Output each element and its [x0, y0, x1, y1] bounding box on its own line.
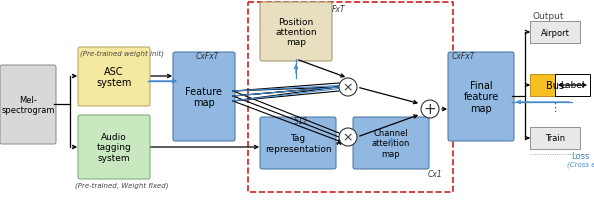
Text: Airport: Airport: [541, 28, 570, 37]
Text: Tag
representation: Tag representation: [265, 134, 331, 153]
Text: (Cross entropy): (Cross entropy): [567, 160, 594, 167]
Circle shape: [421, 101, 439, 118]
Text: ×: ×: [343, 131, 353, 144]
FancyBboxPatch shape: [0, 66, 56, 144]
FancyBboxPatch shape: [173, 53, 235, 141]
Text: ×: ×: [343, 81, 353, 94]
Text: Mel-
spectrogram: Mel- spectrogram: [1, 95, 55, 115]
FancyBboxPatch shape: [78, 48, 150, 106]
Text: Train: Train: [545, 134, 565, 143]
Text: Final
feature
map: Final feature map: [463, 81, 498, 114]
FancyBboxPatch shape: [78, 115, 150, 179]
Text: +: +: [424, 102, 437, 117]
Text: Cx1: Cx1: [428, 169, 443, 178]
Text: (Pre-trained weight init): (Pre-trained weight init): [80, 50, 164, 56]
Text: FxT: FxT: [332, 5, 346, 14]
Text: Position
attention
map: Position attention map: [275, 18, 317, 47]
Text: CxFxT: CxFxT: [196, 52, 219, 61]
Text: Loss: Loss: [571, 151, 589, 160]
Text: Audio
tagging
system: Audio tagging system: [97, 133, 131, 162]
Text: 512: 512: [294, 116, 308, 125]
FancyBboxPatch shape: [353, 117, 429, 169]
Text: Channel
attention
map: Channel attention map: [372, 128, 410, 158]
Text: ⋮: ⋮: [549, 102, 561, 113]
FancyBboxPatch shape: [530, 22, 580, 44]
FancyBboxPatch shape: [260, 3, 332, 62]
FancyBboxPatch shape: [530, 127, 580, 149]
Text: Bus: Bus: [546, 81, 564, 90]
Text: CxFxT: CxFxT: [452, 52, 475, 61]
Text: Output: Output: [532, 12, 564, 21]
Text: (Pre-trained, Weight fixed): (Pre-trained, Weight fixed): [75, 181, 169, 188]
Circle shape: [339, 128, 357, 146]
Text: ASC
system: ASC system: [96, 66, 132, 88]
FancyBboxPatch shape: [448, 53, 514, 141]
FancyBboxPatch shape: [260, 117, 336, 169]
FancyBboxPatch shape: [530, 75, 580, 97]
Circle shape: [339, 79, 357, 97]
FancyBboxPatch shape: [555, 75, 590, 97]
Text: Label: Label: [560, 81, 584, 90]
Text: Feature
map: Feature map: [185, 86, 223, 108]
